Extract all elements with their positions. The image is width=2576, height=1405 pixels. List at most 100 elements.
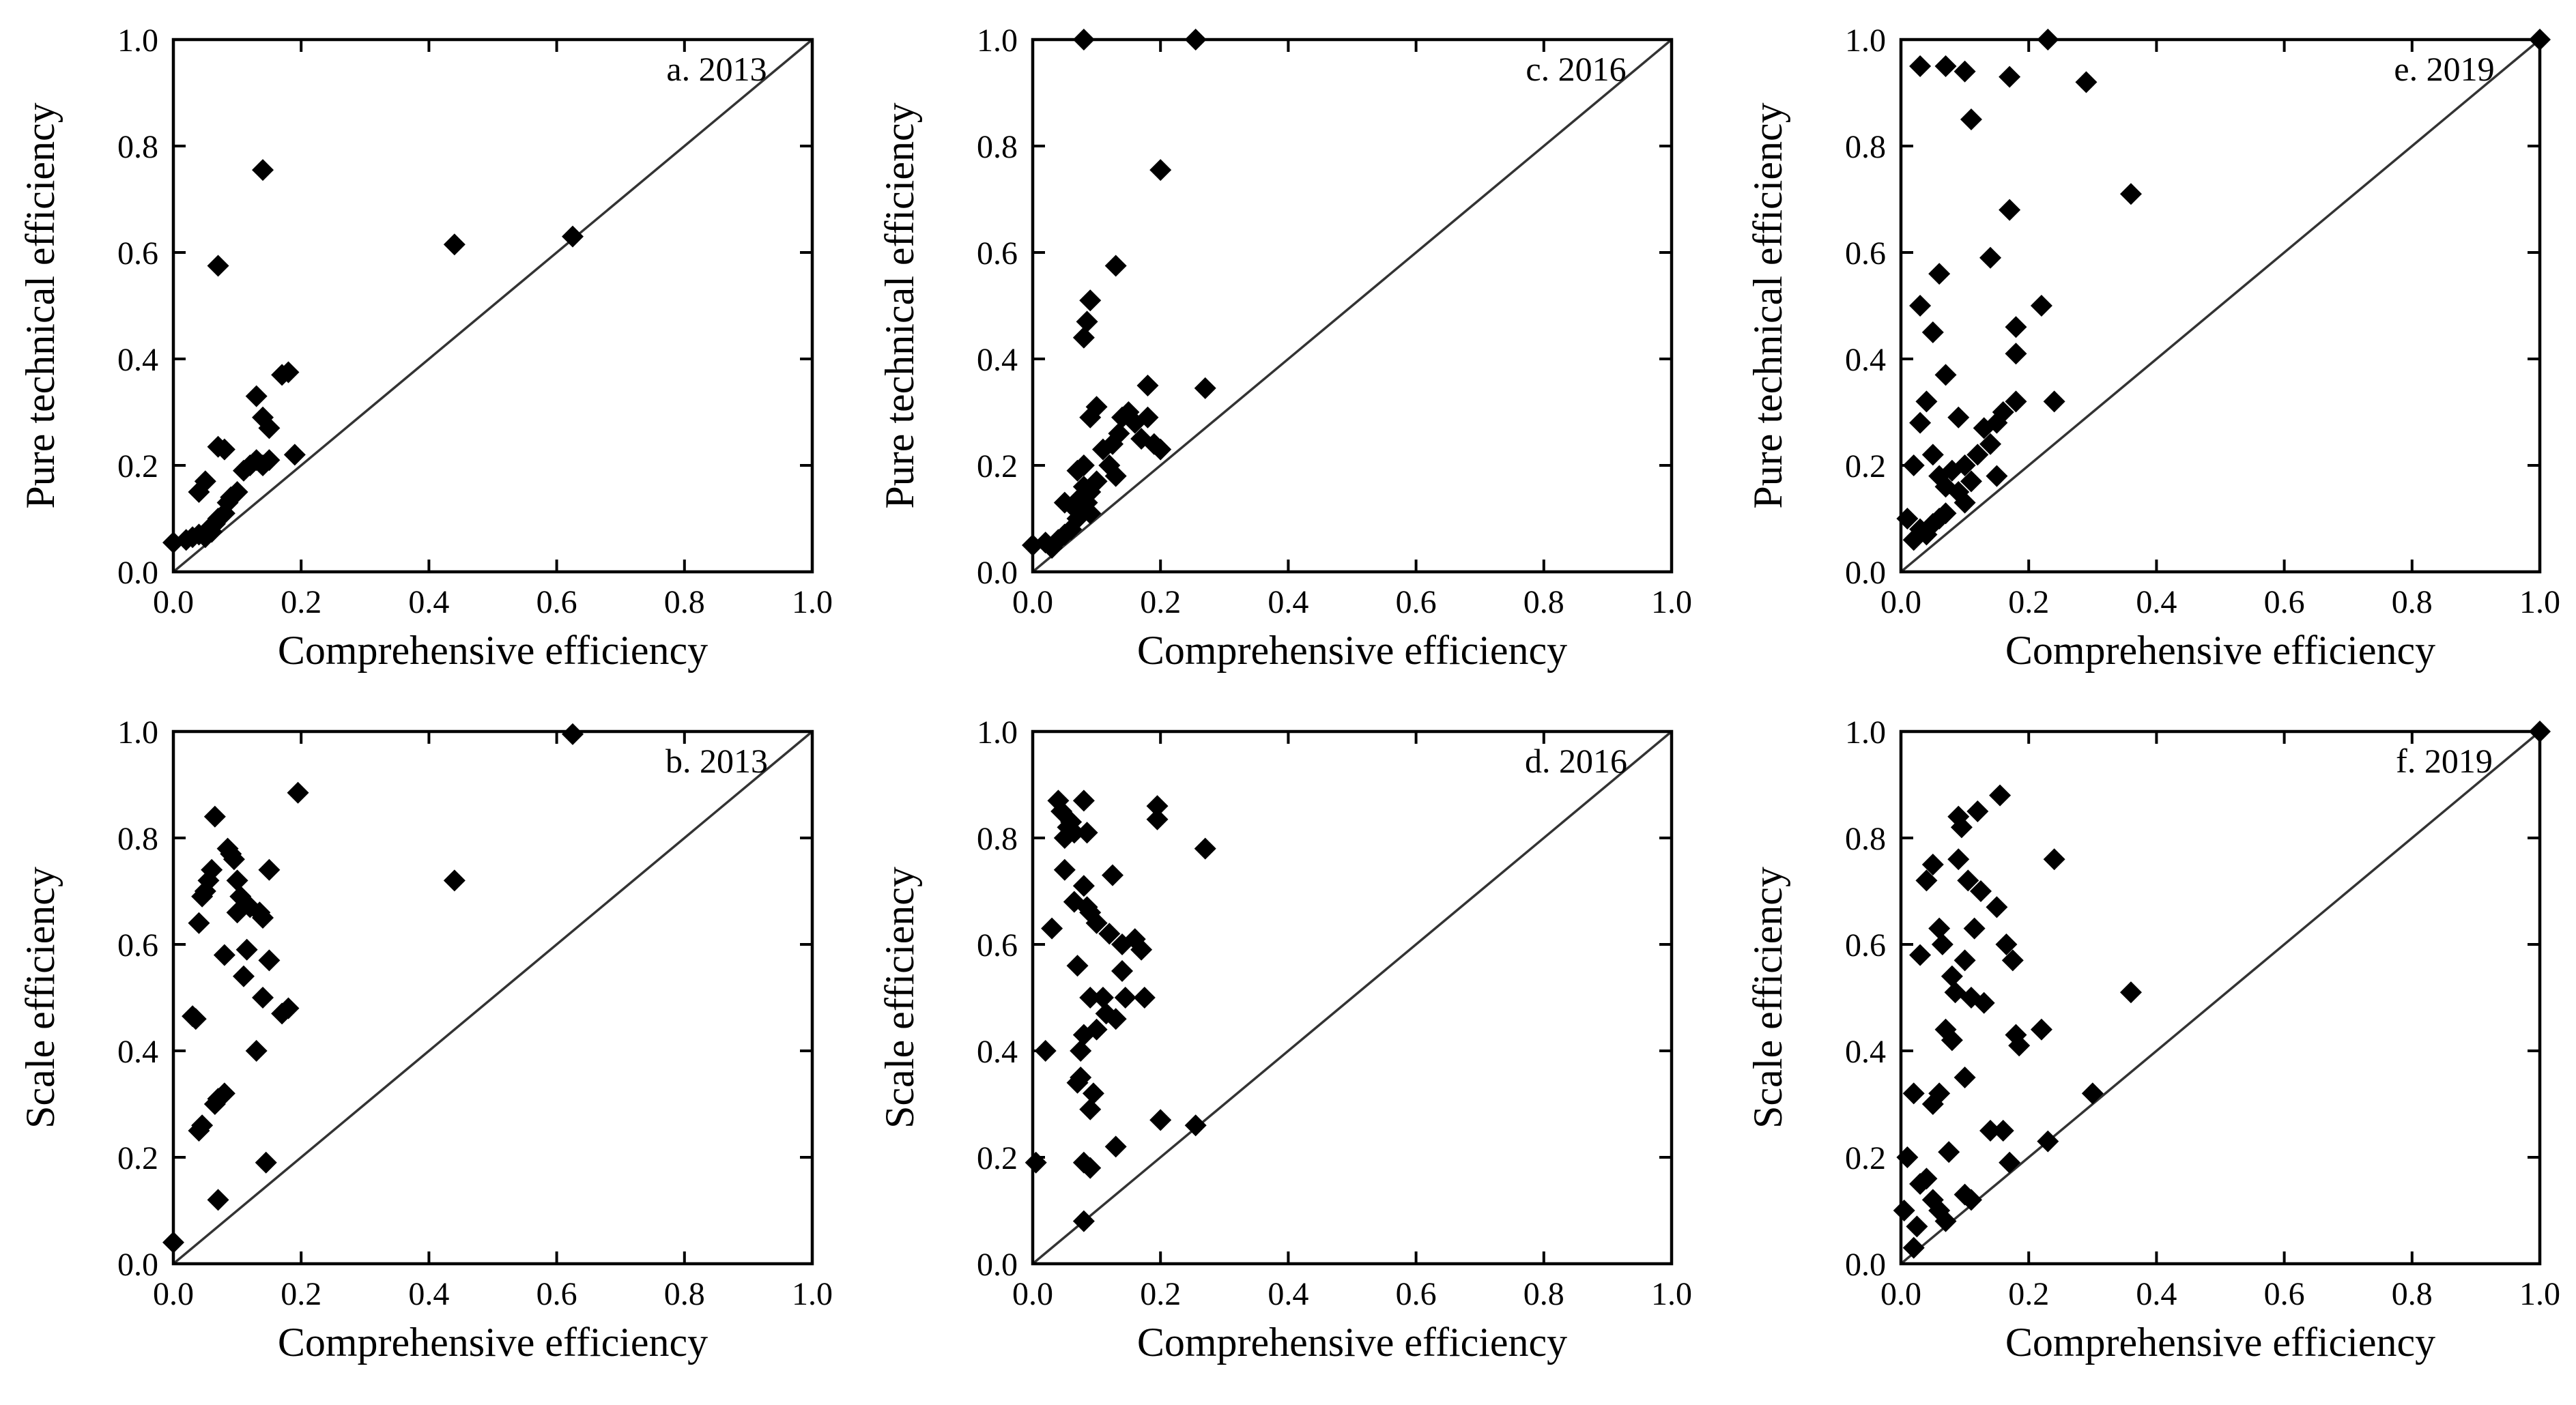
x-tick-label: 1.0: [1651, 1276, 1692, 1312]
x-tick-label: 0.6: [2264, 584, 2305, 620]
x-axis-label: Comprehensive efficiency: [2005, 1320, 2435, 1365]
y-tick-label: 0.6: [1845, 235, 1886, 272]
plot-frame: [1899, 38, 2542, 574]
data-point: [223, 848, 245, 871]
data-point: [1934, 1210, 1957, 1232]
data-point: [277, 361, 300, 383]
data-point: [252, 987, 274, 1009]
data-point: [1915, 1168, 1938, 1190]
data-point: [1999, 199, 2021, 221]
data-point: [1104, 1135, 1127, 1158]
data-point: [213, 944, 235, 966]
data-point: [1085, 396, 1108, 418]
data-point: [201, 858, 223, 881]
data-point: [1072, 1210, 1095, 1232]
data-point: [443, 869, 466, 892]
data-point: [1928, 917, 1951, 940]
y-tick-label: 0.4: [977, 342, 1018, 378]
data-point: [1902, 1082, 1925, 1105]
data-point: [1934, 364, 1957, 386]
y-tick-label: 1.0: [977, 23, 1018, 59]
data-point: [1072, 454, 1095, 476]
data-point: [1995, 933, 2018, 955]
data-point: [1989, 784, 2012, 807]
x-tick-label: 0.4: [1268, 584, 1308, 620]
x-tick-label: 0.2: [1140, 584, 1181, 620]
data-point: [1082, 1082, 1104, 1105]
diagonal-line: [1900, 38, 2541, 573]
x-tick-label: 0.0: [1012, 584, 1053, 620]
diagonal-line: [1031, 730, 1673, 1265]
panel-title: c. 2016: [1526, 50, 1626, 88]
data-point: [1921, 321, 1944, 343]
x-tick-label: 0.6: [1396, 1276, 1437, 1312]
x-tick-label: 0.2: [281, 1276, 321, 1312]
data-point: [1947, 848, 1970, 871]
data-point: [1079, 987, 1102, 1009]
data-point: [1938, 1141, 1960, 1163]
data-point: [2037, 29, 2059, 50]
data-point: [1070, 1067, 1092, 1088]
data-point: [1979, 433, 2002, 455]
data-point: [443, 233, 466, 256]
panel-title: f. 2019: [2396, 742, 2493, 780]
data-point: [2005, 390, 2027, 413]
y-tick-label: 0.4: [117, 342, 158, 378]
x-tick-label: 0.8: [664, 1276, 705, 1312]
data-point: [1194, 837, 1216, 860]
x-tick-label: 0.6: [1396, 584, 1437, 620]
x-tick-label: 0.4: [1268, 1276, 1308, 1312]
diagonal-line: [1900, 730, 2541, 1265]
data-point: [1149, 159, 1172, 182]
data-point: [1941, 965, 1963, 987]
y-axis-label: Scale efficiency: [1745, 867, 1790, 1129]
data-point: [2075, 71, 2098, 93]
data-point: [2081, 1082, 2104, 1105]
data-point: [1133, 987, 1156, 1009]
data-point: [1034, 1040, 1057, 1062]
data-point: [1986, 465, 2008, 487]
data-point: [2529, 721, 2551, 742]
y-tick-label: 0.2: [1845, 1140, 1886, 1176]
data-point: [1184, 1114, 1207, 1137]
data-point: [1992, 401, 2014, 423]
x-axis-label: Comprehensive efficiency: [278, 1320, 708, 1365]
data-point: [1098, 923, 1121, 945]
data-point: [1149, 1109, 1172, 1131]
data-point: [1085, 912, 1108, 934]
data-point: [1149, 438, 1172, 461]
y-tick-label: 0.0: [977, 555, 1018, 591]
data-point: [1104, 1008, 1127, 1030]
y-tick-label: 1.0: [117, 23, 158, 59]
data-point: [1992, 1120, 2014, 1142]
data-point: [1931, 933, 1954, 955]
panel-a-2013: 0.0 0.2 0.4 0.6 0.8 1.0 0.0 0.2 0.4 0.6 0.8 1.0 Comp…: [18, 23, 833, 673]
data-point: [1066, 955, 1089, 977]
data-point: [1934, 502, 1957, 525]
data-point: [1072, 29, 1095, 50]
data-point: [1954, 1067, 1976, 1088]
data-point: [1909, 944, 1932, 966]
panel-d-2016: 0.0 0.2 0.4 0.6 0.8 1.0 0.0 0.2 0.4 0.6 0.8 1.0 Comp…: [877, 714, 1692, 1365]
y-tick-label: 0.0: [117, 1247, 158, 1283]
x-tick-label: 1.0: [1651, 584, 1692, 620]
y-tick-label: 0.8: [117, 129, 158, 165]
panel-title: e. 2019: [2394, 50, 2494, 88]
x-axis-label: Comprehensive efficiency: [2005, 628, 2435, 673]
x-axis-label: Comprehensive efficiency: [278, 628, 708, 673]
data-point: [1085, 470, 1108, 493]
x-tick-label: 0.2: [2008, 1276, 2049, 1312]
plot-frame: [1031, 729, 1674, 1266]
data-point: [1921, 444, 1944, 466]
panel-f-2019: 0.0 0.2 0.4 0.6 0.8 1.0 0.0 0.2 0.4 0.6 0.8 1.0 Comp…: [1745, 714, 2560, 1365]
y-tick-label: 0.6: [977, 235, 1018, 272]
y-tick-label: 0.4: [1845, 1034, 1886, 1070]
data-point: [1960, 470, 1982, 493]
data-point: [1079, 502, 1102, 525]
data-point: [2037, 1130, 2059, 1153]
x-tick-label: 0.4: [408, 584, 449, 620]
data-point: [1957, 869, 1979, 892]
x-tick-label: 0.4: [2136, 584, 2177, 620]
x-tick-label: 1.0: [792, 1276, 833, 1312]
data-point: [1954, 454, 1976, 476]
